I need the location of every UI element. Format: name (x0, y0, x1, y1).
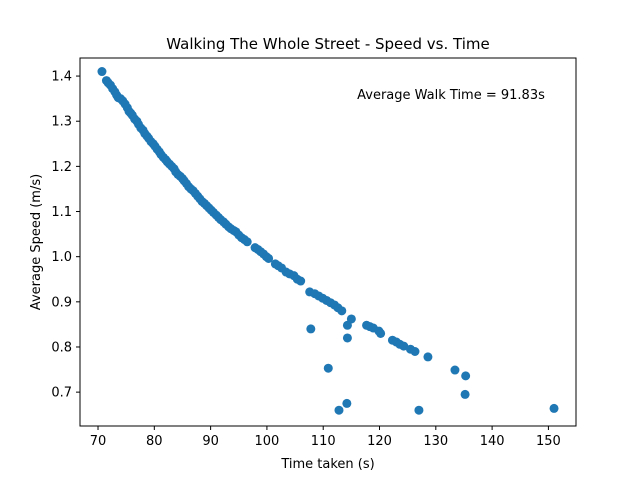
x-axis-ticks: 70 80 90 100 110 120 130 140 150 (90, 426, 561, 449)
data-point-106 (342, 333, 352, 343)
y-tick-label: 1.3 (51, 115, 72, 130)
data-point-101 (423, 352, 433, 362)
data-point-108 (334, 405, 344, 415)
data-point-88 (337, 306, 347, 316)
data-point-110 (414, 405, 424, 415)
chart-title: Walking The Whole Street - Speed vs. Tim… (166, 35, 489, 53)
data-point-104 (306, 324, 316, 334)
plot-frame (79, 57, 577, 427)
data-point-71 (264, 253, 274, 263)
data-point-109 (342, 398, 352, 408)
x-tick-label: 90 (202, 434, 219, 449)
y-tick-label: 1.4 (51, 70, 72, 85)
data-point-0 (97, 67, 107, 77)
x-tick-label: 120 (367, 434, 392, 449)
data-point-107 (323, 363, 333, 373)
y-tick-label: 0.9 (51, 295, 72, 310)
x-tick-label: 150 (536, 434, 561, 449)
y-axis-ticks: 0.7 0.8 0.9 1.0 1.1 1.2 1.3 1.4 (51, 70, 80, 401)
data-point-112 (549, 403, 559, 413)
y-tick-label: 1.0 (51, 250, 72, 265)
data-point-65 (242, 237, 252, 247)
x-tick-label: 70 (90, 434, 107, 449)
data-point-105 (342, 320, 352, 330)
points-layer (97, 67, 559, 415)
x-tick-label: 130 (423, 434, 448, 449)
data-point-100 (410, 347, 420, 356)
y-tick-label: 1.2 (51, 160, 72, 175)
data-point-98 (399, 341, 409, 351)
data-point-103 (461, 371, 471, 381)
x-tick-label: 140 (480, 434, 505, 449)
y-axis-label: Average Speed (m/s) (29, 174, 44, 310)
data-point-94 (376, 328, 386, 338)
x-tick-label: 110 (311, 434, 336, 449)
data-point-111 (460, 389, 470, 399)
data-point-102 (450, 365, 460, 375)
x-axis-label: Time taken (s) (280, 457, 374, 472)
x-tick-label: 100 (255, 434, 280, 449)
y-tick-label: 0.7 (51, 386, 72, 401)
data-point-79 (296, 276, 306, 286)
x-tick-label: 80 (146, 434, 163, 449)
y-tick-label: 0.8 (51, 340, 72, 355)
y-tick-label: 1.1 (51, 205, 72, 220)
average-walk-time-annotation: Average Walk Time = 91.83s (357, 88, 545, 103)
